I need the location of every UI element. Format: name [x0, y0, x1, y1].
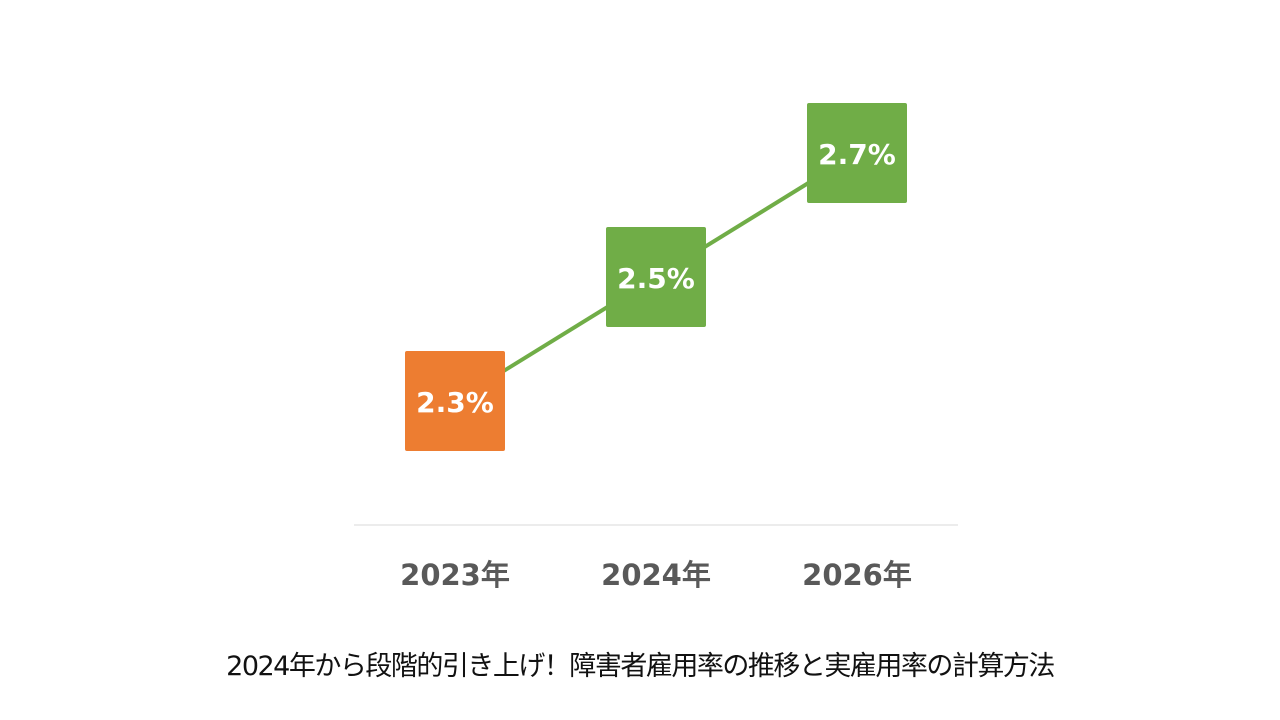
data-markers-group: 2.3% 2.5% 2.7%	[405, 103, 907, 451]
x-tick-label: 2026年	[802, 558, 912, 592]
data-label: 2.7%	[818, 138, 896, 171]
x-tick-label: 2024年	[601, 558, 711, 592]
page-caption: 2024年から段階的引き上げ！障害者雇用率の推移と実雇用率の計算方法	[226, 651, 1055, 682]
x-tick-label: 2023年	[400, 558, 510, 592]
data-point-marker	[405, 351, 505, 451]
data-label: 2.3%	[416, 386, 494, 419]
data-label: 2.5%	[617, 262, 695, 295]
x-tick-labels-group: 2023年 2024年 2026年	[400, 558, 912, 592]
data-point-marker	[807, 103, 907, 203]
data-point-marker	[606, 227, 706, 327]
